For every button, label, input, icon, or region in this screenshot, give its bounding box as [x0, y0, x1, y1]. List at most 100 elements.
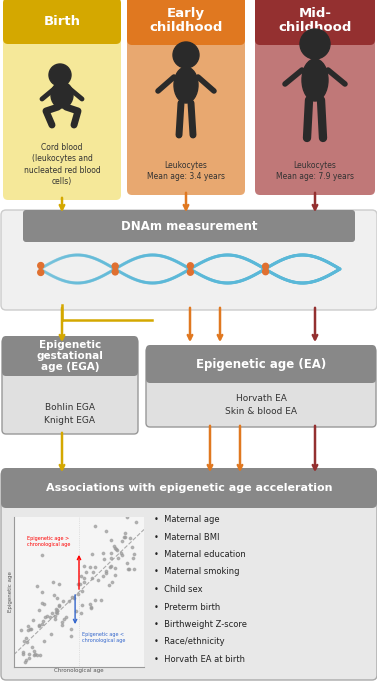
Point [31, 649, 37, 660]
FancyBboxPatch shape [3, 0, 121, 44]
Point [54, 608, 60, 619]
FancyBboxPatch shape [127, 0, 245, 45]
Text: •  Horvath EA at birth: • Horvath EA at birth [154, 655, 245, 664]
Point [90, 566, 97, 577]
Point [25, 625, 31, 636]
FancyBboxPatch shape [2, 338, 138, 434]
Text: Epigenetic age >
chronological age: Epigenetic age > chronological age [27, 536, 70, 547]
Point [20, 647, 26, 658]
Circle shape [187, 269, 193, 275]
Ellipse shape [174, 67, 198, 103]
Point [36, 605, 42, 616]
Point [127, 532, 133, 543]
Point [103, 568, 109, 579]
Point [39, 587, 45, 598]
Point [81, 561, 87, 572]
Point [131, 549, 137, 560]
Circle shape [38, 262, 44, 269]
Ellipse shape [51, 82, 73, 108]
Point [26, 653, 32, 664]
Text: Epigenetic
gestational
age (EGA): Epigenetic gestational age (EGA) [37, 340, 103, 372]
Point [69, 592, 75, 603]
Point [54, 604, 60, 615]
Point [133, 517, 139, 528]
Point [103, 566, 109, 577]
Point [66, 595, 72, 606]
Circle shape [49, 64, 71, 86]
Point [75, 578, 81, 589]
Text: Birth: Birth [43, 14, 81, 27]
FancyBboxPatch shape [146, 345, 376, 383]
Point [106, 562, 112, 573]
Point [79, 600, 85, 611]
Point [112, 562, 118, 573]
Text: Horvath EA
Skin & blood EA: Horvath EA Skin & blood EA [225, 395, 297, 416]
Point [52, 614, 58, 625]
Point [24, 636, 30, 647]
Point [20, 648, 26, 659]
Text: Epigenetic age <
chronological age: Epigenetic age < chronological age [81, 632, 125, 643]
Text: •  Maternal education: • Maternal education [154, 550, 246, 559]
Point [129, 542, 135, 553]
Point [60, 619, 66, 630]
Point [71, 592, 77, 603]
Text: Cord blood
(leukocytes and
nucleated red blood
cells): Cord blood (leukocytes and nucleated red… [24, 142, 100, 186]
Text: Early
childhood: Early childhood [149, 6, 223, 34]
Point [51, 576, 57, 587]
Point [26, 623, 32, 634]
Point [112, 569, 118, 580]
Point [111, 540, 117, 551]
Point [53, 607, 59, 618]
Point [44, 610, 50, 621]
Point [95, 574, 101, 585]
Point [87, 561, 93, 572]
Point [87, 603, 93, 614]
Text: •  Birthweight Z-score: • Birthweight Z-score [154, 620, 247, 629]
Point [37, 650, 43, 661]
Point [41, 636, 47, 647]
Point [52, 610, 58, 621]
Text: •  Maternal BMI: • Maternal BMI [154, 532, 219, 542]
Point [40, 615, 46, 626]
Text: •  Preterm birth: • Preterm birth [154, 603, 220, 612]
Point [81, 577, 87, 588]
FancyBboxPatch shape [146, 347, 376, 427]
Point [21, 656, 28, 667]
Text: •  Maternal smoking: • Maternal smoking [154, 567, 239, 577]
Point [48, 628, 54, 639]
Point [115, 552, 121, 563]
Point [51, 590, 57, 601]
Text: DNAm measurement: DNAm measurement [121, 219, 257, 232]
Point [75, 588, 81, 599]
Point [89, 573, 95, 584]
Point [49, 608, 55, 619]
Point [30, 614, 36, 625]
Point [120, 535, 126, 546]
FancyBboxPatch shape [1, 470, 377, 680]
Point [126, 564, 132, 575]
Point [108, 534, 114, 545]
Point [131, 564, 137, 575]
Circle shape [173, 42, 199, 68]
Point [56, 600, 62, 611]
Point [124, 512, 130, 523]
Point [42, 611, 48, 622]
Point [28, 623, 34, 634]
Point [113, 543, 119, 554]
Point [21, 635, 27, 646]
Text: •  Race/ethnicity: • Race/ethnicity [154, 638, 225, 647]
Point [122, 527, 128, 538]
Point [79, 585, 85, 596]
Circle shape [112, 263, 118, 269]
Point [89, 548, 95, 559]
Text: Associations with epigenetic age acceleration: Associations with epigenetic age acceler… [46, 483, 332, 493]
Point [83, 566, 89, 577]
Point [78, 571, 84, 582]
Point [87, 599, 93, 610]
Text: Mid-
childhood: Mid- childhood [278, 6, 352, 34]
Point [100, 571, 106, 582]
Point [118, 547, 124, 558]
Point [73, 606, 79, 616]
Point [39, 597, 45, 608]
Point [122, 532, 128, 543]
